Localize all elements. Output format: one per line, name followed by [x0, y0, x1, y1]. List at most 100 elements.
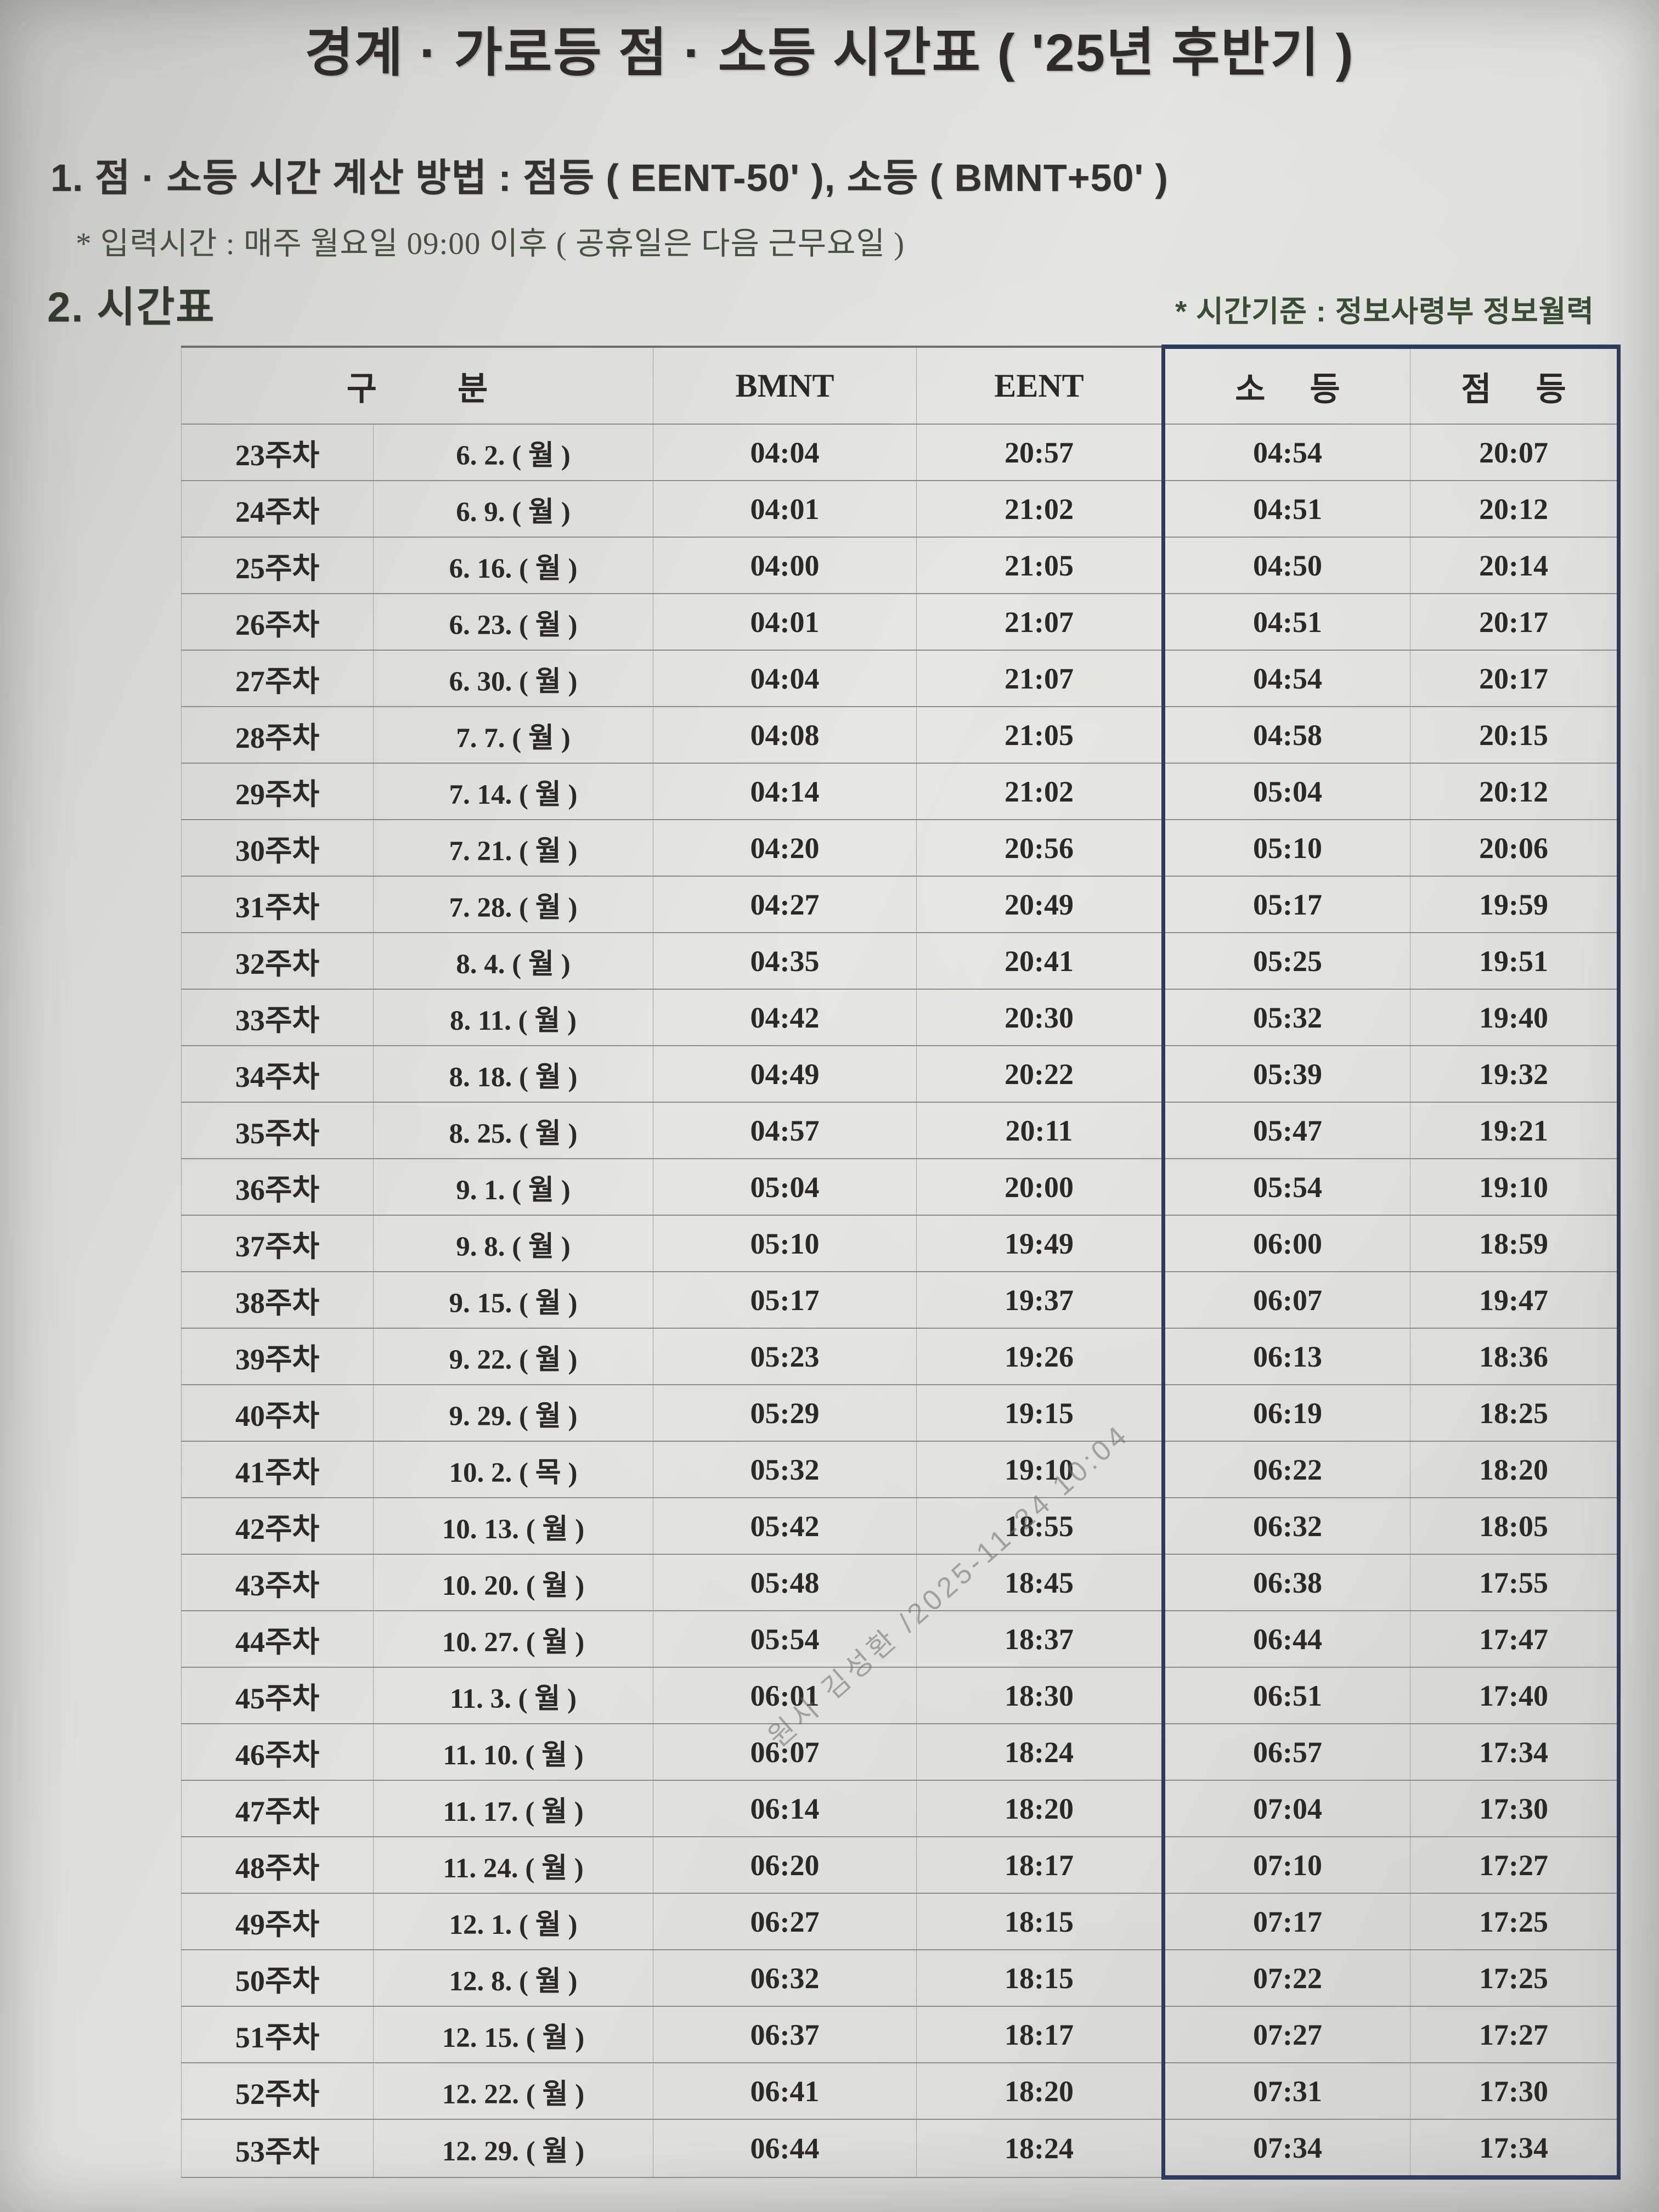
cell-off: 06:07 — [1161, 1271, 1410, 1329]
cell-eent: 20:41 — [916, 932, 1164, 990]
cell-week: 38주차 — [181, 1271, 374, 1329]
table-row: 28주차 7. 7. ( 월 ) 04:08 21:05 04:58 20:15 — [181, 706, 1621, 764]
cell-on: 20:06 — [1410, 819, 1621, 877]
cell-week: 44주차 — [181, 1610, 374, 1668]
cell-on: 17:25 — [1410, 1893, 1621, 1950]
cell-week: 47주차 — [181, 1780, 374, 1837]
page-title: 경계 · 가로등 점 · 소등 시간표 ( '25년 후반기 ) — [304, 24, 1355, 82]
cell-date: 8. 11. ( 월 ) — [373, 989, 653, 1046]
table-row: 52주차 12. 22. ( 월 ) 06:41 18:20 07:31 17:30 — [181, 2062, 1621, 2120]
cell-week: 32주차 — [181, 932, 374, 990]
cell-eent: 18:20 — [916, 1780, 1164, 1837]
cell-week: 51주차 — [181, 2006, 374, 2063]
cell-off: 04:50 — [1161, 537, 1410, 594]
table-row: 33주차 8. 11. ( 월 ) 04:42 20:30 05:32 19:40 — [181, 989, 1621, 1046]
cell-on: 18:05 — [1410, 1497, 1621, 1555]
cell-date: 11. 10. ( 월 ) — [373, 1723, 653, 1781]
cell-week: 50주차 — [181, 1949, 374, 2007]
cell-week: 43주차 — [181, 1554, 374, 1611]
cell-off: 07:27 — [1161, 2006, 1410, 2063]
cell-date: 9. 8. ( 월 ) — [373, 1215, 653, 1272]
cell-on: 17:34 — [1410, 1723, 1621, 1781]
cell-on: 20:17 — [1410, 593, 1621, 651]
cell-bmnt: 05:04 — [653, 1158, 917, 1216]
cell-bmnt: 06:44 — [653, 2119, 917, 2178]
cell-date: 7. 28. ( 월 ) — [373, 876, 653, 933]
cell-date: 11. 24. ( 월 ) — [373, 1836, 653, 1894]
cell-date: 7. 21. ( 월 ) — [373, 819, 653, 877]
header-lights-off: 소 등 — [1161, 345, 1410, 425]
cell-date: 7. 7. ( 월 ) — [373, 706, 653, 764]
cell-on: 20:07 — [1410, 424, 1621, 481]
cell-date: 10. 2. ( 목 ) — [373, 1441, 653, 1498]
cell-on: 19:10 — [1410, 1158, 1621, 1216]
cell-on: 19:32 — [1410, 1045, 1621, 1103]
cell-on: 17:27 — [1410, 1836, 1621, 1894]
cell-date: 6. 9. ( 월 ) — [373, 480, 653, 538]
cell-on: 19:21 — [1410, 1102, 1621, 1159]
cell-date: 11. 3. ( 월 ) — [373, 1667, 653, 1724]
cell-bmnt: 05:23 — [653, 1328, 917, 1385]
cell-week: 41주차 — [181, 1441, 374, 1498]
cell-week: 52주차 — [181, 2062, 374, 2120]
cell-bmnt: 05:54 — [653, 1610, 917, 1668]
cell-off: 06:22 — [1161, 1441, 1410, 1498]
cell-bmnt: 05:48 — [653, 1554, 917, 1611]
table-row: 32주차 8. 4. ( 월 ) 04:35 20:41 05:25 19:51 — [181, 932, 1621, 990]
cell-eent: 18:15 — [916, 1893, 1164, 1950]
cell-week: 49주차 — [181, 1893, 374, 1950]
cell-eent: 21:07 — [916, 650, 1164, 707]
table-row: 25주차 6. 16. ( 월 ) 04:00 21:05 04:50 20:14 — [181, 537, 1621, 594]
cell-date: 12. 8. ( 월 ) — [373, 1949, 653, 2007]
cell-week: 46주차 — [181, 1723, 374, 1781]
cell-off: 05:17 — [1161, 876, 1410, 933]
cell-eent: 18:24 — [916, 1723, 1164, 1781]
table-row: 47주차 11. 17. ( 월 ) 06:14 18:20 07:04 17:30 — [181, 1780, 1621, 1837]
cell-off: 07:22 — [1161, 1949, 1410, 2007]
cell-eent: 20:22 — [916, 1045, 1164, 1103]
cell-eent: 20:30 — [916, 989, 1164, 1046]
cell-off: 05:39 — [1161, 1045, 1410, 1103]
cell-on: 17:30 — [1410, 1780, 1621, 1837]
cell-off: 07:10 — [1161, 1836, 1410, 1894]
cell-bmnt: 06:37 — [653, 2006, 917, 2063]
cell-date: 8. 25. ( 월 ) — [373, 1102, 653, 1159]
cell-off: 07:17 — [1161, 1893, 1410, 1950]
cell-eent: 19:10 — [916, 1441, 1164, 1498]
cell-on: 19:40 — [1410, 989, 1621, 1046]
cell-eent: 20:56 — [916, 819, 1164, 877]
cell-off: 06:38 — [1161, 1554, 1410, 1611]
cell-on: 17:27 — [1410, 2006, 1621, 2063]
cell-on: 18:36 — [1410, 1328, 1621, 1385]
cell-date: 11. 17. ( 월 ) — [373, 1780, 653, 1837]
timetable-wrap: 구 분 BMNT EENT 소 등 점 등 23주차 6. 2. ( 월 ) 04:… — [181, 345, 1621, 2180]
cell-week: 23주차 — [181, 424, 374, 481]
cell-bmnt: 06:20 — [653, 1836, 917, 1894]
cell-eent: 18:55 — [916, 1497, 1164, 1555]
cell-bmnt: 04:27 — [653, 876, 917, 933]
table-row: 40주차 9. 29. ( 월 ) 05:29 19:15 06:19 18:25 — [181, 1384, 1621, 1442]
cell-eent: 20:11 — [916, 1102, 1164, 1159]
cell-week: 36주차 — [181, 1158, 374, 1216]
cell-bmnt: 04:04 — [653, 650, 917, 707]
cell-bmnt: 06:07 — [653, 1723, 917, 1781]
cell-eent: 21:07 — [916, 593, 1164, 651]
cell-bmnt: 05:10 — [653, 1215, 917, 1272]
cell-bmnt: 04:20 — [653, 819, 917, 877]
cell-week: 53주차 — [181, 2119, 374, 2178]
cell-eent: 19:37 — [916, 1271, 1164, 1329]
header-lights-on: 점 등 — [1410, 345, 1621, 425]
table-row: 31주차 7. 28. ( 월 ) 04:27 20:49 05:17 19:59 — [181, 876, 1621, 933]
cell-eent: 21:02 — [916, 763, 1164, 820]
table-row: 35주차 8. 25. ( 월 ) 04:57 20:11 05:47 19:21 — [181, 1102, 1621, 1159]
cell-bmnt: 06:14 — [653, 1780, 917, 1837]
table-row: 44주차 10. 27. ( 월 ) 05:54 18:37 06:44 17:47 — [181, 1610, 1621, 1668]
cell-eent: 19:49 — [916, 1215, 1164, 1272]
cell-off: 07:31 — [1161, 2062, 1410, 2120]
cell-off: 05:04 — [1161, 763, 1410, 820]
cell-date: 9. 15. ( 월 ) — [373, 1271, 653, 1329]
cell-bmnt: 06:41 — [653, 2062, 917, 2120]
cell-eent: 18:24 — [916, 2119, 1164, 2178]
cell-eent: 20:00 — [916, 1158, 1164, 1216]
cell-off: 07:04 — [1161, 1780, 1410, 1837]
